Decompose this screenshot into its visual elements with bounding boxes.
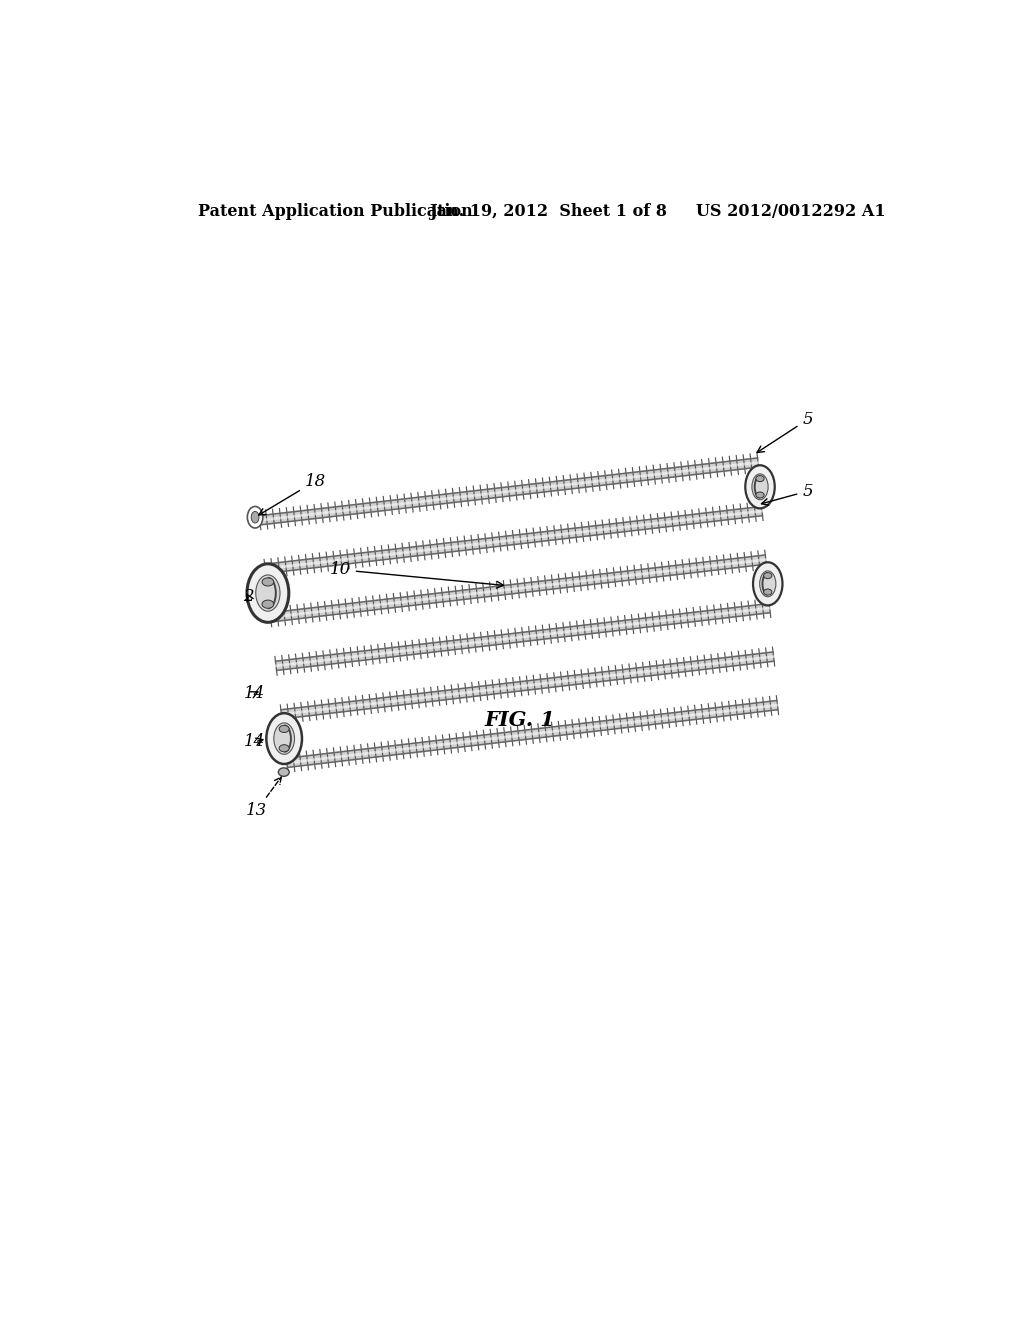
Text: 2: 2 <box>243 587 253 605</box>
Ellipse shape <box>279 768 289 776</box>
Polygon shape <box>259 458 759 525</box>
Ellipse shape <box>262 601 273 609</box>
Ellipse shape <box>280 726 289 733</box>
Polygon shape <box>275 603 770 671</box>
Ellipse shape <box>756 492 764 498</box>
Text: Jan. 19, 2012  Sheet 1 of 8: Jan. 19, 2012 Sheet 1 of 8 <box>429 203 667 220</box>
Polygon shape <box>287 701 778 767</box>
Polygon shape <box>281 652 774 719</box>
Ellipse shape <box>262 578 273 586</box>
Ellipse shape <box>273 723 295 754</box>
Ellipse shape <box>280 744 289 752</box>
Text: 14: 14 <box>245 734 265 750</box>
Ellipse shape <box>248 507 263 528</box>
Text: FIG. 1: FIG. 1 <box>484 710 555 730</box>
Ellipse shape <box>251 511 259 523</box>
Ellipse shape <box>753 562 782 606</box>
Text: US 2012/0012292 A1: US 2012/0012292 A1 <box>696 203 886 220</box>
Text: 18: 18 <box>259 473 326 515</box>
Ellipse shape <box>752 474 768 500</box>
Ellipse shape <box>764 573 772 578</box>
Ellipse shape <box>256 576 280 611</box>
Ellipse shape <box>247 564 289 622</box>
Text: Patent Application Publication: Patent Application Publication <box>198 203 472 220</box>
Ellipse shape <box>760 570 776 597</box>
Text: 5: 5 <box>757 411 813 453</box>
Ellipse shape <box>764 589 772 595</box>
Ellipse shape <box>756 475 764 482</box>
Ellipse shape <box>266 713 302 764</box>
Text: 14: 14 <box>245 685 265 702</box>
Text: 5: 5 <box>762 483 813 506</box>
Ellipse shape <box>745 465 775 508</box>
Polygon shape <box>270 554 766 622</box>
Text: 13: 13 <box>246 777 282 820</box>
Text: 10: 10 <box>330 561 504 587</box>
Polygon shape <box>264 507 763 573</box>
